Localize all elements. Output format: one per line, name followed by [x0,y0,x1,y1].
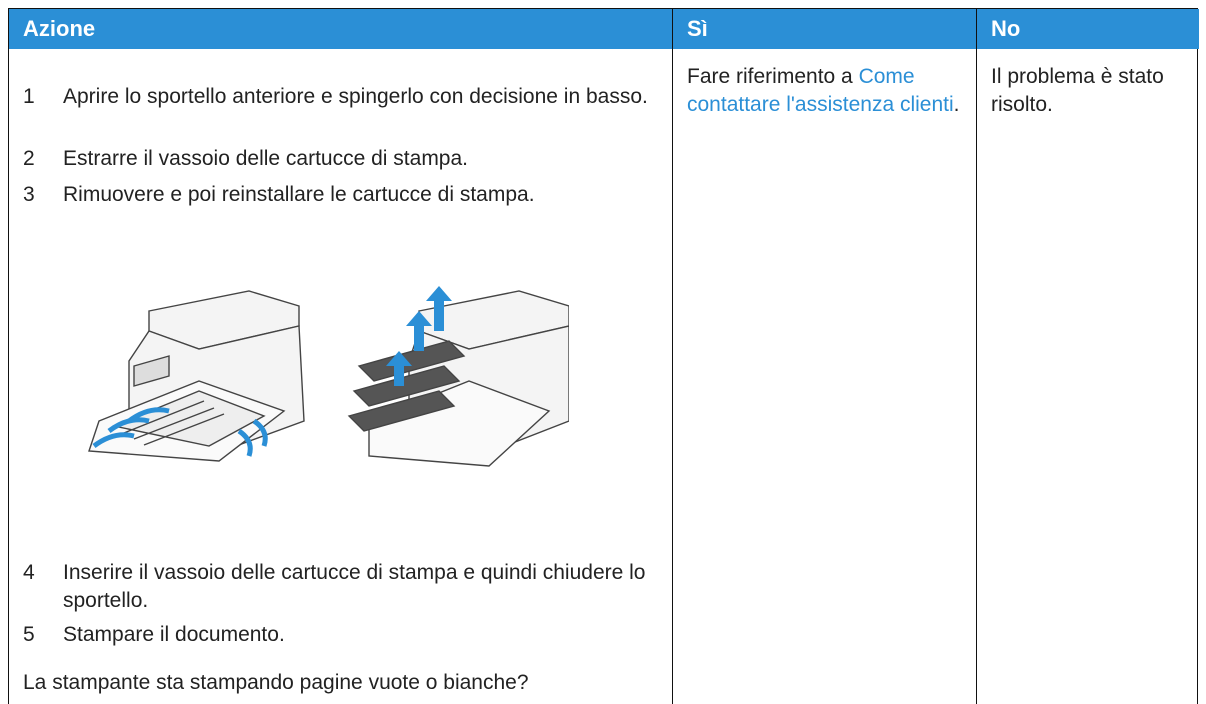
yes-cell: Fare riferimento a Come contattare l'ass… [687,63,967,119]
text: . [953,93,960,116]
step-number: 4 [23,561,35,584]
column-border [672,9,673,704]
question: La stampante sta stampando pagine vuote … [23,671,529,694]
step-text: Rimuovere e poi reinstallare le cartucce… [63,183,535,206]
step-number: 2 [23,147,35,170]
table: Azione Sì No 1 Aprire lo sportello anteri… [8,8,1199,704]
step-number: 1 [23,85,35,108]
header-cell: Sì [673,9,977,49]
step-number: 5 [23,623,35,646]
step-text: Aprire lo sportello anteriore e spingerl… [63,85,648,108]
link[interactable]: Come contattare l'assistenza clienti [687,65,954,116]
step-text: Inserire il vassoio delle cartucce di st… [63,561,646,612]
step-text: Estrarre il vassoio delle cartucce di st… [63,147,468,170]
illustration [88,286,569,467]
no-cell: Il problema è stato risolto. [991,65,1164,116]
text: Fare riferimento a [687,65,859,88]
header-cell: Azione [9,9,673,49]
step-text: Stampare il documento. [63,623,285,646]
header-cell: No [977,9,1199,49]
step-number: 3 [23,183,35,206]
column-border [976,9,977,704]
